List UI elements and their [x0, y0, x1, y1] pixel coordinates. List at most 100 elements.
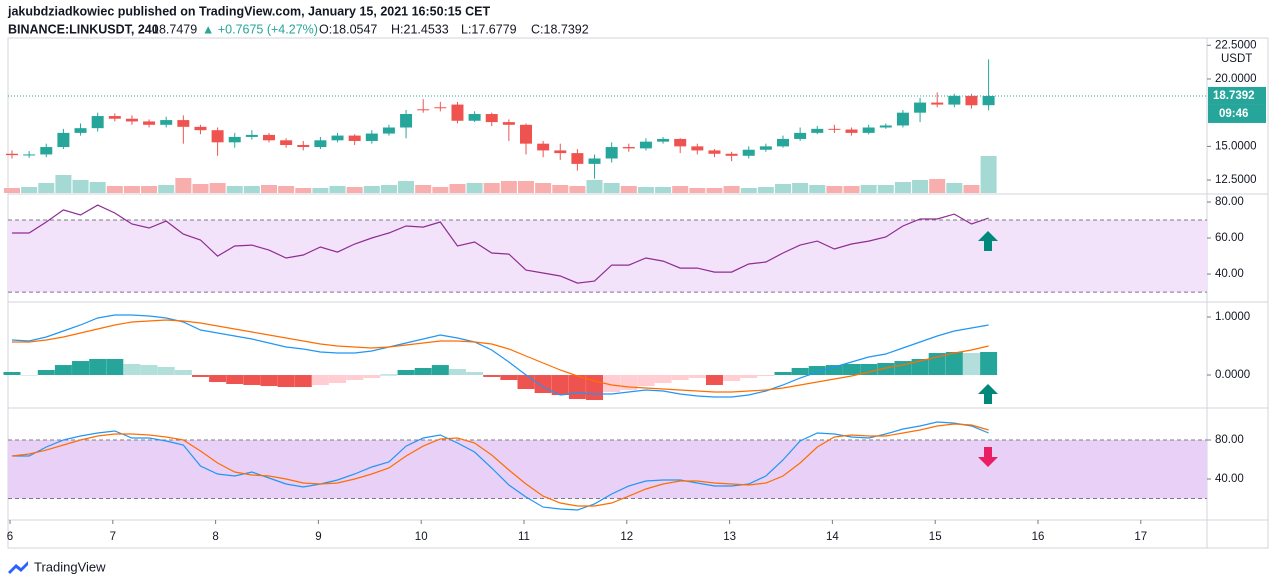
candle-body [948, 95, 961, 105]
indicator-line [11, 423, 989, 507]
candle-body [417, 109, 430, 111]
candle-body [451, 104, 464, 121]
volume-bar [226, 186, 243, 193]
histogram-bar [311, 375, 329, 385]
histogram-bar [568, 375, 586, 400]
y-tick-label: 15.0000 [1215, 140, 1257, 152]
candle-body [828, 128, 841, 130]
x-tick-label: 16 [1032, 531, 1045, 543]
x-tick-label: 9 [315, 531, 321, 543]
logo-icon [8, 561, 28, 574]
volume-bar [637, 187, 654, 193]
histogram-bar [209, 375, 227, 383]
histogram-bar [962, 353, 980, 376]
y-tick-label: 40.00 [1215, 473, 1244, 485]
x-tick-label: 12 [620, 531, 633, 543]
volume-bar [843, 186, 860, 193]
volume-bar [946, 183, 963, 193]
candle-body [502, 122, 515, 125]
histogram-bar [723, 375, 741, 381]
candle-body [23, 154, 36, 156]
candle-body [485, 114, 498, 123]
volume-bar [312, 188, 329, 193]
volume-bar [209, 183, 226, 193]
volume-bar [620, 186, 637, 193]
candle-body [108, 116, 121, 119]
candle-body [382, 127, 395, 134]
volume-bar [278, 186, 295, 193]
x-tick-label: 17 [1134, 531, 1147, 543]
candle-body [297, 145, 310, 148]
histogram-bar [346, 375, 364, 381]
y-tick-label: 80.00 [1215, 196, 1244, 208]
histogram-bar [89, 358, 107, 376]
candle-body [725, 153, 738, 156]
histogram-bar [380, 374, 398, 376]
candle-body [468, 114, 481, 121]
y-tick-label: 40.00 [1215, 268, 1244, 280]
histogram-bar [654, 375, 672, 384]
y-tick-label: 80.00 [1215, 434, 1244, 446]
candle-body [194, 126, 207, 131]
x-tick-label: 15 [929, 531, 942, 543]
volume-bar [535, 183, 552, 193]
last-price-label: 18.7392 [1213, 90, 1255, 102]
volume-bar [89, 182, 106, 193]
histogram-bar [277, 375, 295, 388]
histogram-bar [637, 375, 655, 387]
chart-frame [7, 37, 1269, 549]
up-arrow [978, 384, 998, 404]
y-tick-label: 12.5000 [1215, 174, 1257, 186]
candle-body [160, 120, 173, 125]
volume-bar [449, 184, 466, 193]
histogram-bar [363, 375, 381, 379]
volume-bar [912, 180, 929, 193]
countdown-label: 09:46 [1219, 108, 1248, 120]
candle-body [605, 147, 618, 159]
histogram-bar [3, 371, 21, 376]
histogram-bar [517, 375, 535, 389]
volume-bar [72, 180, 89, 193]
histogram-bar [808, 366, 826, 376]
close-value: C:18.7392 [531, 22, 589, 36]
candle-body [896, 112, 909, 126]
publish-info: jakubdziadkowiec published on TradingVie… [7, 4, 490, 18]
currency-label: USDT [1221, 53, 1252, 65]
candle-body [228, 136, 241, 143]
candle-body [571, 153, 584, 164]
histogram-bar [825, 365, 843, 376]
candle-body [708, 150, 721, 154]
histogram-bar [928, 353, 946, 376]
histogram-bar [191, 375, 209, 377]
volume-bar [706, 188, 723, 193]
volume-bar [740, 188, 757, 193]
candle-body [143, 121, 156, 125]
volume-bar [569, 186, 586, 193]
candle-body [639, 141, 652, 149]
y-tick-label: 22.5000 [1215, 39, 1257, 51]
candle-body [520, 124, 532, 144]
candle-body [537, 143, 550, 151]
candle-body [365, 133, 378, 141]
volume-bar [586, 180, 603, 193]
volume-bar [141, 186, 158, 193]
histogram-bar [123, 363, 141, 376]
volume-bar [380, 185, 397, 193]
histogram-bar [72, 361, 90, 376]
candle-body [879, 125, 892, 128]
high-value: H:21.4533 [391, 22, 449, 36]
histogram-bar [603, 375, 621, 393]
y-tick-label: 60.00 [1215, 232, 1244, 244]
histogram-bar [466, 371, 484, 376]
candle-body [622, 147, 635, 149]
candle-body [862, 127, 875, 133]
volume-bar [603, 183, 620, 193]
candle-body [914, 102, 927, 113]
indicator-line [12, 204, 989, 284]
footer-brand: TradingView [34, 559, 106, 574]
candle-body [211, 130, 224, 143]
last-price: 18.7479 [152, 22, 197, 36]
candle-body [965, 95, 978, 106]
candle-body [57, 132, 70, 148]
